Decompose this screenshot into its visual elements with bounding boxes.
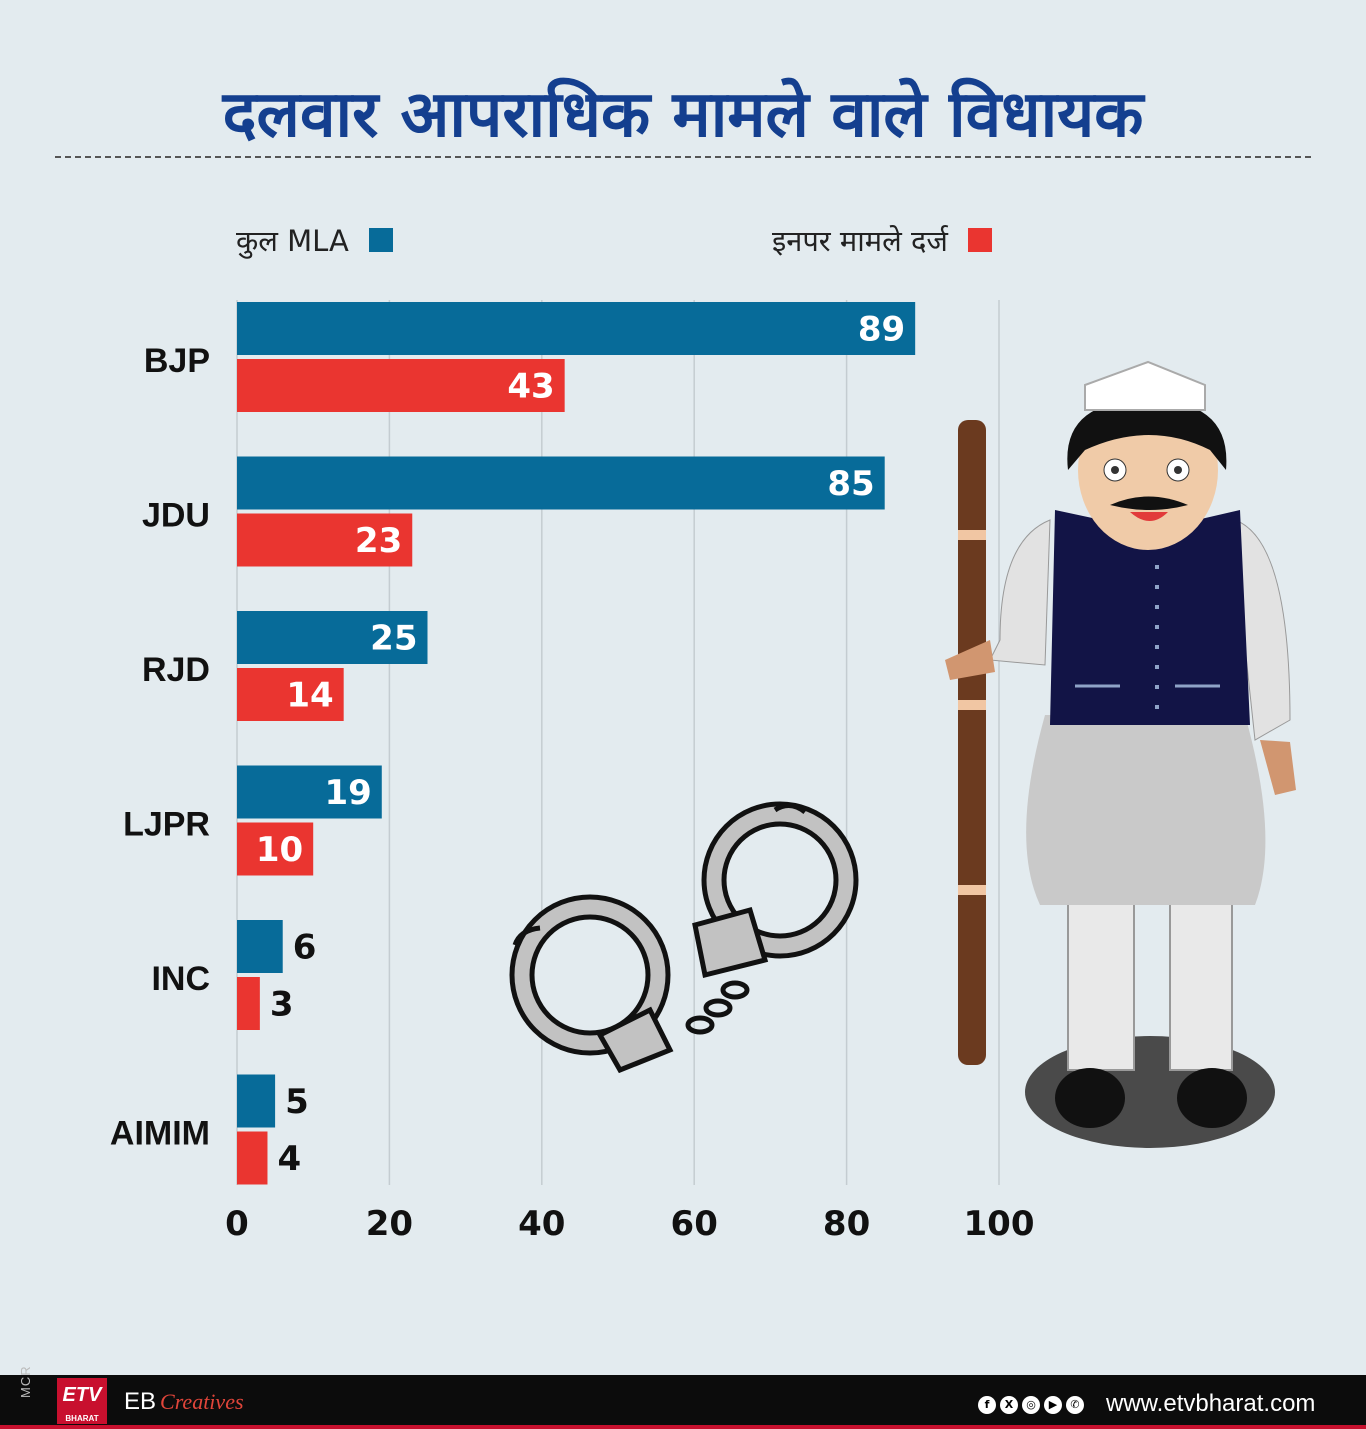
- legend-total-mla-swatch: [368, 228, 393, 252]
- eb-label: EB: [124, 1388, 157, 1415]
- x-tick-label: 0: [225, 1204, 249, 1244]
- x-tick-label: 100: [964, 1204, 1035, 1244]
- category-label-inc: INC: [151, 960, 210, 998]
- logo-sub: BHARAT: [65, 1414, 99, 1423]
- website-link[interactable]: www.etvbharat.com: [1106, 1390, 1316, 1417]
- category-label-ljpr: LJPR: [123, 806, 210, 844]
- x-tick-label: 60: [671, 1204, 718, 1244]
- bar-ljpr-series-1: [237, 765, 382, 819]
- handcuffs-illustration: [509, 801, 859, 1074]
- legend-cases-filed-label: इनपर मामले दर्ज: [772, 223, 948, 258]
- politician-illustration: [945, 360, 1296, 1148]
- data-label-inc-series-2: 3: [270, 985, 294, 1025]
- etv-bharat-logo[interactable]: ETV BHARAT: [57, 1378, 107, 1424]
- data-label-jdu-series-2: 23: [355, 521, 402, 561]
- bar-jdu-series-2: [237, 513, 413, 567]
- chart-title: दलवार आपराधिक मामले वाले विधायक: [222, 78, 1144, 152]
- facebook-icon[interactable]: f: [978, 1396, 996, 1414]
- data-label-ljpr-series-1: 19: [324, 773, 371, 813]
- bar-inc-series-1: [237, 920, 283, 973]
- bar-jdu-series-1: [237, 456, 885, 510]
- bar-aimim-series-1: [237, 1074, 276, 1128]
- data-label-jdu-series-1: 85: [827, 464, 874, 504]
- data-label-ljpr-series-2: 10: [256, 830, 303, 870]
- x-icon[interactable]: X: [1000, 1396, 1018, 1414]
- x-tick-label: 20: [366, 1204, 413, 1244]
- legend-total-mla-label: कुल MLA: [236, 223, 349, 258]
- category-label-rjd: RJD: [142, 651, 210, 689]
- category-label-aimim: AIMIM: [110, 1115, 210, 1153]
- title-divider: [55, 156, 1311, 158]
- bar-bjp-series-1: [237, 302, 916, 355]
- eb-creatives-brand: EB Creatives: [124, 1388, 244, 1416]
- youtube-icon[interactable]: ▶: [1044, 1396, 1062, 1414]
- data-label-rjd-series-2: 14: [286, 676, 333, 716]
- instagram-icon[interactable]: ◎: [1022, 1396, 1040, 1414]
- legend-cases-filed: इनपर मामले दर्ज: [772, 222, 992, 258]
- footer-bar: [0, 1375, 1366, 1429]
- data-label-aimim-series-1: 5: [285, 1082, 309, 1122]
- category-label-jdu: JDU: [142, 497, 210, 535]
- logo-text: ETV: [62, 1384, 102, 1406]
- data-label-inc-series-1: 6: [293, 928, 317, 968]
- legend-total-mla: कुल MLA: [236, 222, 393, 258]
- bar-aimim-series-2: [237, 1131, 268, 1185]
- mcr-label: MCR: [18, 1365, 33, 1398]
- bar-rjd-series-2: [237, 668, 344, 721]
- legend-cases-filed-swatch: [967, 228, 992, 252]
- bar-rjd-series-1: [237, 611, 428, 664]
- whatsapp-icon[interactable]: ✆: [1066, 1396, 1084, 1414]
- bar-inc-series-2: [237, 977, 260, 1030]
- bar-bjp-series-2: [237, 359, 565, 412]
- data-label-aimim-series-2: 4: [277, 1139, 301, 1179]
- x-tick-label: 40: [518, 1204, 565, 1244]
- data-label-rjd-series-1: 25: [370, 619, 417, 659]
- category-label-bjp: BJP: [144, 342, 210, 380]
- social-icons: f X ◎ ▶ ✆: [978, 1396, 1084, 1414]
- creatives-label: Creatives: [160, 1389, 244, 1414]
- data-label-bjp-series-2: 43: [507, 367, 554, 407]
- data-label-bjp-series-1: 89: [858, 310, 905, 350]
- bar-ljpr-series-2: [237, 822, 314, 876]
- bar-chart: 0 20 40 60 80 100BJP8943JDU8523RJD2514LJPR191…: [110, 300, 1296, 1244]
- x-tick-label: 80: [823, 1204, 870, 1244]
